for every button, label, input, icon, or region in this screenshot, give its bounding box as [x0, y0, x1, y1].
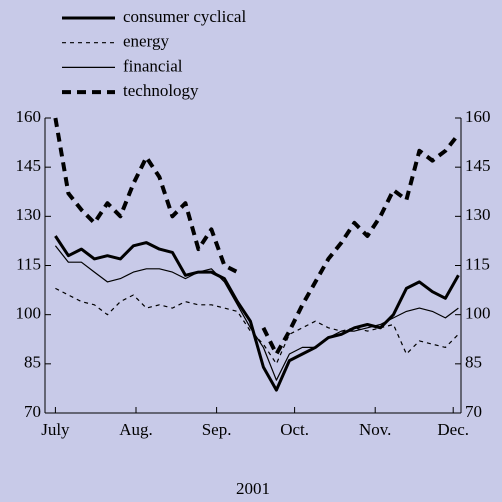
- y2-tick-label: 145: [465, 156, 491, 175]
- y-tick-label: 130: [16, 205, 42, 224]
- line-series: [54, 235, 460, 392]
- x-axis-label: 2001: [236, 479, 270, 498]
- line-series: [54, 245, 459, 381]
- legend-label: technology: [123, 81, 199, 100]
- line-series: [53, 117, 460, 356]
- y-tick-label: 115: [16, 254, 41, 273]
- legend-label: consumer cyclical: [123, 7, 246, 26]
- y-tick-label: 145: [16, 156, 42, 175]
- y2-tick-label: 115: [465, 254, 490, 273]
- y2-tick-label: 70: [465, 402, 482, 421]
- line-series: [55, 287, 459, 365]
- legend-label: financial: [123, 56, 183, 75]
- y2-tick-label: 85: [465, 353, 482, 372]
- x-tick-label: Dec.: [437, 420, 469, 439]
- y-tick-label: 160: [16, 107, 42, 126]
- x-tick-label: July: [41, 420, 70, 439]
- y-tick-label: 100: [16, 304, 42, 323]
- x-tick-label: Aug.: [119, 420, 153, 439]
- y-tick-label: 70: [24, 402, 41, 421]
- y2-tick-label: 130: [465, 205, 491, 224]
- x-tick-label: Sep.: [202, 420, 232, 439]
- x-tick-label: Oct.: [280, 420, 309, 439]
- y-tick-label: 85: [24, 353, 41, 372]
- y2-tick-label: 160: [465, 107, 491, 126]
- y2-tick-label: 100: [465, 304, 491, 323]
- legend-label: energy: [123, 32, 169, 51]
- x-tick-label: Nov.: [359, 420, 391, 439]
